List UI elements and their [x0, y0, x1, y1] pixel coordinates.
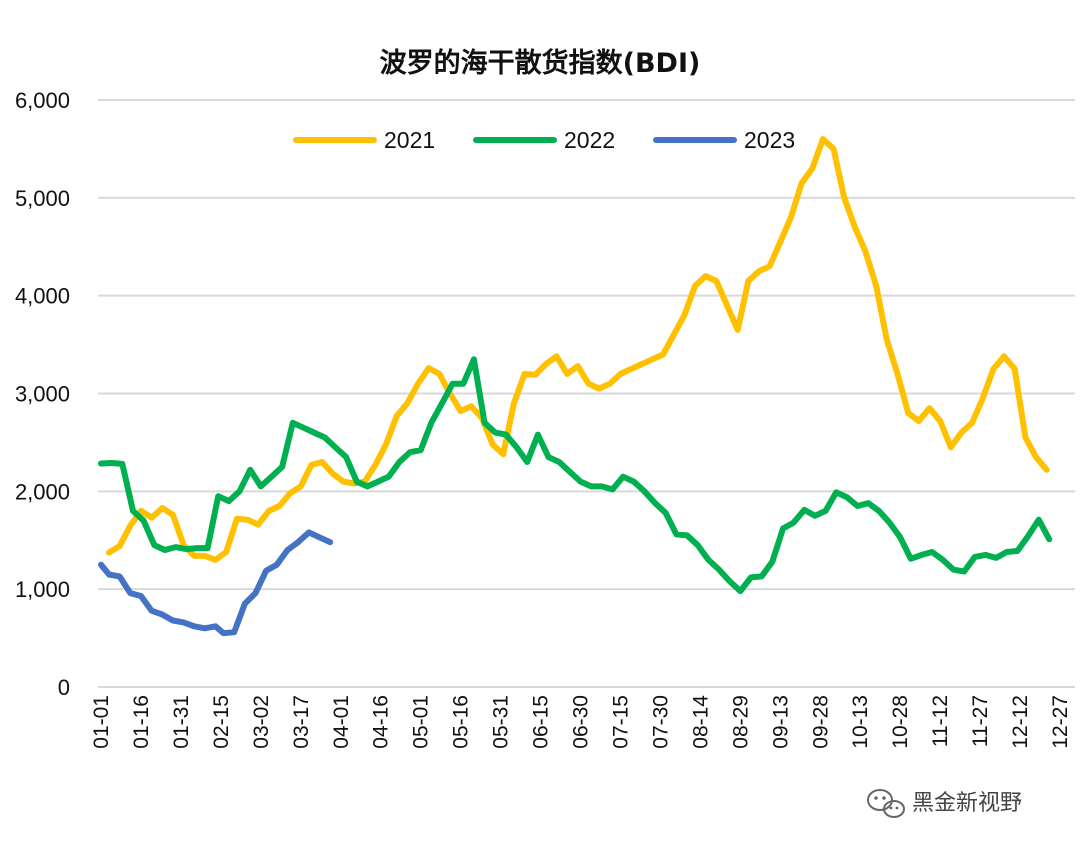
- watermark-text: 黑金新视野: [912, 791, 1022, 816]
- series-line-2023: [98, 529, 334, 637]
- legend-label: 2023: [744, 127, 795, 153]
- x-axis-ticks: 01-01 01-16 01-31 02-15 03-02 03-17 04-01 04-16…: [90, 695, 1072, 749]
- y-tick-label: 2,000: [15, 479, 70, 504]
- x-tick-label: 12-27: [1049, 695, 1072, 749]
- x-tick-label: 01-16: [130, 695, 153, 749]
- x-tick-label: 09-13: [769, 695, 792, 749]
- chart-title: 波罗的海干散货指数(BDI): [380, 47, 701, 79]
- x-tick-label: 05-01: [410, 695, 433, 749]
- x-tick-label: 04-16: [370, 695, 393, 749]
- series-line-2021: [106, 136, 1050, 563]
- y-tick-label: 3,000: [15, 382, 70, 407]
- x-tick-label: 03-17: [290, 695, 313, 749]
- y-tick-label: 4,000: [15, 284, 70, 309]
- x-tick-label: 06-15: [530, 695, 553, 749]
- x-tick-label: 07-15: [609, 695, 632, 749]
- x-tick-label: 05-31: [490, 695, 513, 749]
- x-tick-label: 11-27: [969, 695, 992, 747]
- x-tick-label: 07-30: [649, 695, 672, 749]
- x-tick-label: 05-16: [450, 695, 473, 749]
- grid-lines: [98, 99, 1075, 688]
- legend: 2021 2022 2023: [293, 127, 795, 153]
- x-tick-label: 09-28: [809, 695, 832, 749]
- legend-label: 2021: [384, 127, 435, 153]
- series-line-2022: [98, 356, 1053, 595]
- x-tick-label: 03-02: [250, 695, 273, 749]
- x-tick-label: 12-12: [1009, 695, 1032, 749]
- wechat-icon: [867, 789, 905, 818]
- x-tick-label: 06-30: [570, 695, 593, 749]
- x-tick-label: 01-31: [170, 695, 193, 749]
- x-tick-label: 08-29: [729, 695, 752, 749]
- x-tick-label: 02-15: [210, 695, 233, 749]
- x-tick-label: 10-13: [849, 695, 872, 749]
- x-tick-label: 01-01: [90, 695, 113, 749]
- y-tick-label: 5,000: [15, 186, 70, 211]
- x-tick-label: 10-28: [889, 695, 912, 749]
- legend-label: 2022: [564, 127, 615, 153]
- watermark: 黑金新视野: [867, 789, 1022, 818]
- y-axis-ticks: 0 1,000 2,000 3,000 4,000 5,000 6,000: [15, 88, 70, 700]
- x-tick-label: 08-14: [689, 695, 712, 749]
- y-tick-label: 0: [58, 675, 70, 700]
- y-tick-label: 6,000: [15, 88, 70, 113]
- series-lines: [98, 136, 1053, 637]
- y-tick-label: 1,000: [15, 577, 70, 602]
- x-tick-label: 11-12: [929, 695, 952, 747]
- x-tick-label: 04-01: [330, 695, 353, 749]
